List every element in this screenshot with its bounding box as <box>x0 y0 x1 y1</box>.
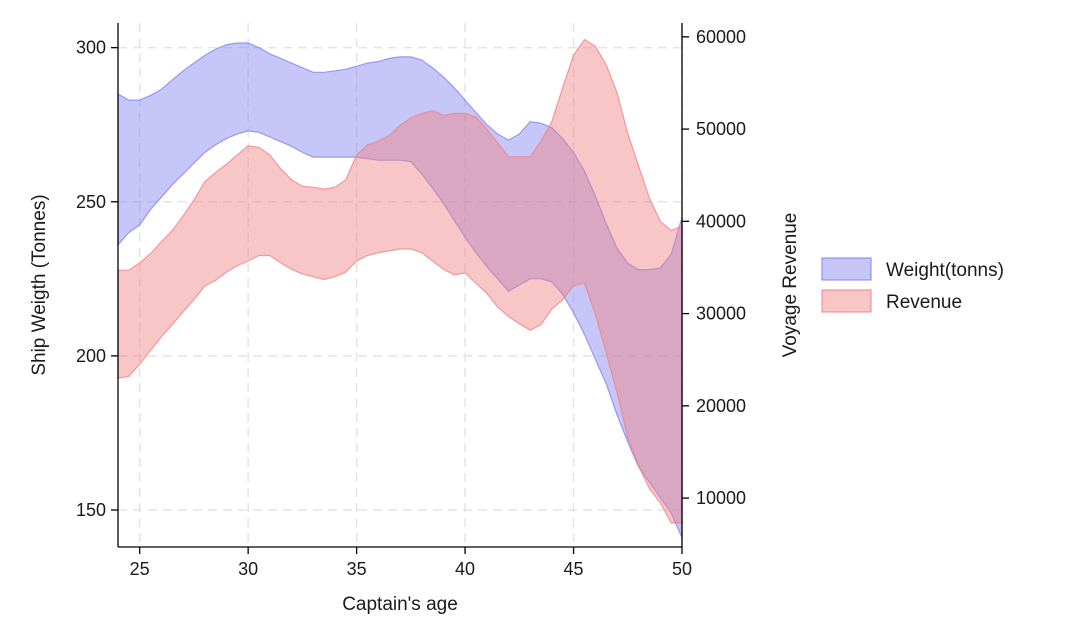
legend-label-revenue: Revenue <box>886 292 962 313</box>
x-tick-label-4: 45 <box>564 559 584 579</box>
right-y-axis-title: Voyage Revenue <box>780 213 801 358</box>
right-y-tick-label-3: 40000 <box>696 211 746 231</box>
right-y-tick-label-5: 60000 <box>696 27 746 47</box>
legend-label-weight: Weight(tonns) <box>886 260 1004 281</box>
left-y-axis-ticks: 150 200 250 300 <box>76 38 118 520</box>
right-y-tick-label-2: 30000 <box>696 304 746 324</box>
left-y-tick-label-1: 200 <box>76 346 106 366</box>
left-y-axis-title: Ship Weigth (Tonnes) <box>29 194 50 375</box>
legend-swatch-weight <box>821 257 872 281</box>
right-y-tick-label-4: 50000 <box>696 119 746 139</box>
legend-swatch-revenue <box>821 289 872 313</box>
left-y-tick-label-0: 150 <box>76 500 106 520</box>
right-y-axis-ticks: 10000 20000 30000 40000 50000 60000 <box>682 27 746 508</box>
x-tick-label-2: 35 <box>347 559 367 579</box>
x-tick-label-3: 40 <box>455 559 475 579</box>
legend: Weight(tonns) Revenue <box>821 257 1004 313</box>
left-y-tick-label-3: 300 <box>76 38 106 58</box>
right-y-tick-label-0: 10000 <box>696 488 746 508</box>
x-axis-ticks: 25 30 35 40 45 50 <box>130 547 692 579</box>
axes-frame <box>117 23 683 548</box>
x-tick-label-1: 30 <box>238 559 258 579</box>
x-tick-label-0: 25 <box>130 559 150 579</box>
x-tick-label-5: 50 <box>672 559 692 579</box>
right-y-tick-label-1: 20000 <box>696 396 746 416</box>
left-y-tick-label-2: 250 <box>76 192 106 212</box>
x-axis-title: Captain's age <box>342 594 458 615</box>
